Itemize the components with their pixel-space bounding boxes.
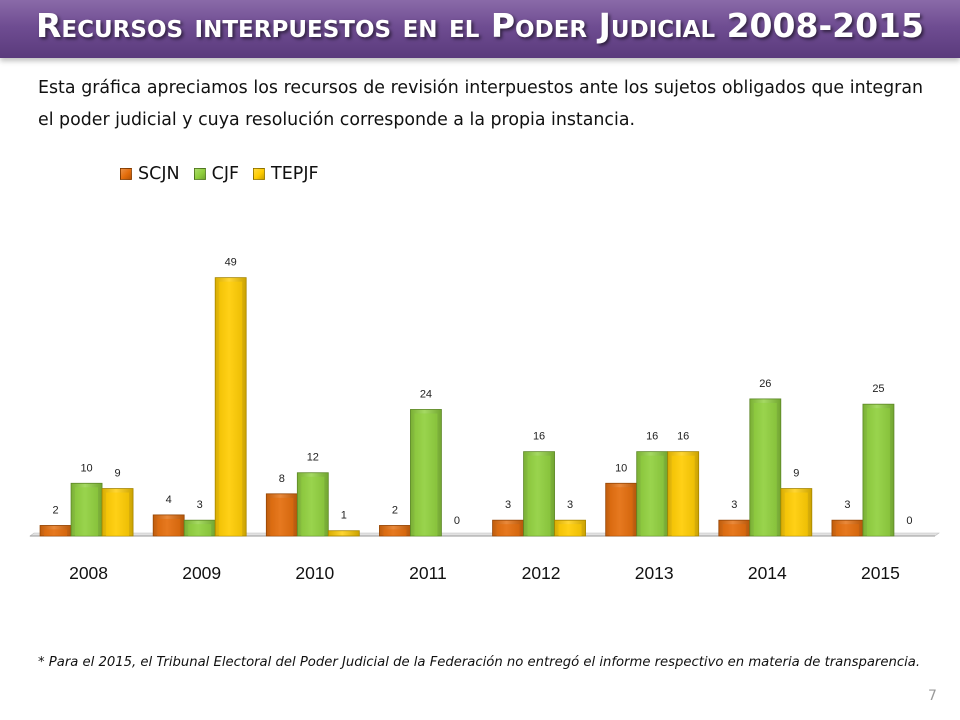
data-label-tepjf-2008: 9 bbox=[115, 468, 121, 480]
x-tick-label-2008: 2008 bbox=[69, 563, 108, 583]
bar-face-tepjf-2012 bbox=[558, 524, 582, 536]
data-label-cjf-2013: 16 bbox=[646, 431, 658, 443]
data-label-cjf-2010: 12 bbox=[307, 452, 319, 464]
x-tick-label-2014: 2014 bbox=[748, 563, 787, 583]
legend-swatch-scjn bbox=[120, 168, 132, 180]
chart-legend: SCJN CJF TEPJF bbox=[120, 162, 333, 186]
footnote: * Para el 2015, el Tribunal Electoral de… bbox=[38, 655, 921, 670]
data-label-scjn-2008: 2 bbox=[53, 504, 59, 516]
data-label-tepjf-2013: 16 bbox=[677, 431, 689, 443]
bar-face-tepjf-2009 bbox=[219, 281, 243, 536]
page-number: 7 bbox=[928, 688, 937, 704]
bar-chart: 2 10 9 2008 4 3 49 2009 8 12 1 2010 2 24 0 2011 3 16 3 2012… bbox=[29, 257, 940, 583]
legend-item-tepjf: TEPJF bbox=[253, 164, 319, 184]
bar-face-tepjf-2008 bbox=[106, 492, 130, 536]
data-label-cjf-2009: 3 bbox=[197, 499, 203, 511]
data-label-tepjf-2015: 0 bbox=[906, 515, 912, 527]
bar-face-cjf-2008 bbox=[75, 487, 99, 536]
legend-item-cjf: CJF bbox=[193, 164, 240, 184]
data-label-scjn-2014: 3 bbox=[731, 499, 737, 511]
data-label-scjn-2013: 10 bbox=[615, 462, 627, 474]
bar-face-cjf-2014 bbox=[753, 402, 777, 536]
data-label-cjf-2008: 10 bbox=[80, 462, 92, 474]
data-label-scjn-2009: 4 bbox=[166, 494, 172, 506]
data-label-cjf-2011: 24 bbox=[420, 388, 432, 400]
legend-label-scjn: SCJN bbox=[138, 164, 180, 184]
data-label-tepjf-2009: 49 bbox=[225, 257, 237, 269]
bar-face-cjf-2011 bbox=[414, 413, 438, 536]
legend-label-tepjf: TEPJF bbox=[271, 164, 319, 184]
bar-face-tepjf-2014 bbox=[784, 492, 808, 536]
data-label-cjf-2014: 26 bbox=[759, 378, 771, 390]
bar-face-scjn-2008 bbox=[44, 529, 68, 536]
legend-swatch-tepjf bbox=[253, 168, 266, 180]
x-tick-label-2011: 2011 bbox=[409, 563, 447, 583]
data-label-scjn-2011: 2 bbox=[392, 504, 398, 516]
bar-face-scjn-2011 bbox=[383, 529, 407, 536]
data-label-tepjf-2012: 3 bbox=[567, 499, 573, 511]
bar-face-scjn-2015 bbox=[835, 524, 859, 536]
bar-face-scjn-2012 bbox=[496, 524, 520, 536]
bar-face-scjn-2010 bbox=[270, 497, 294, 536]
x-tick-label-2013: 2013 bbox=[635, 563, 674, 583]
bar-face-cjf-2009 bbox=[188, 524, 212, 536]
title-bar: Recursos interpuestos en el Poder Judici… bbox=[0, 0, 960, 58]
x-tick-label-2010: 2010 bbox=[295, 563, 334, 583]
bar-face-cjf-2015 bbox=[866, 408, 890, 536]
data-label-scjn-2010: 8 bbox=[279, 473, 285, 485]
bar-face-cjf-2012 bbox=[527, 455, 551, 536]
x-tick-label-2009: 2009 bbox=[182, 563, 221, 583]
data-label-scjn-2012: 3 bbox=[505, 499, 511, 511]
x-tick-label-2015: 2015 bbox=[861, 563, 900, 583]
data-label-tepjf-2014: 9 bbox=[793, 468, 799, 480]
legend-swatch-cjf bbox=[193, 168, 206, 180]
data-label-cjf-2012: 16 bbox=[533, 431, 545, 443]
legend-item-scjn: SCJN bbox=[120, 164, 180, 184]
data-label-scjn-2015: 3 bbox=[844, 499, 850, 511]
bar-face-tepjf-2013 bbox=[671, 455, 695, 536]
bar-face-cjf-2013 bbox=[640, 455, 664, 536]
bar-face-scjn-2014 bbox=[722, 524, 746, 536]
data-label-cjf-2015: 25 bbox=[872, 383, 884, 395]
bar-face-scjn-2009 bbox=[157, 518, 181, 536]
x-tick-label-2012: 2012 bbox=[522, 563, 561, 583]
bar-face-scjn-2013 bbox=[609, 487, 633, 536]
bar-face-cjf-2010 bbox=[301, 476, 325, 536]
bar-tepjf-2010 bbox=[327, 530, 360, 537]
data-label-tepjf-2010: 1 bbox=[341, 510, 347, 522]
intro-paragraph: Esta gráfica apreciamos los recursos de … bbox=[38, 78, 923, 130]
data-label-tepjf-2011: 0 bbox=[454, 515, 460, 527]
slide-title: Recursos interpuestos en el Poder Judici… bbox=[35, 6, 924, 45]
legend-label-cjf: CJF bbox=[211, 164, 240, 184]
